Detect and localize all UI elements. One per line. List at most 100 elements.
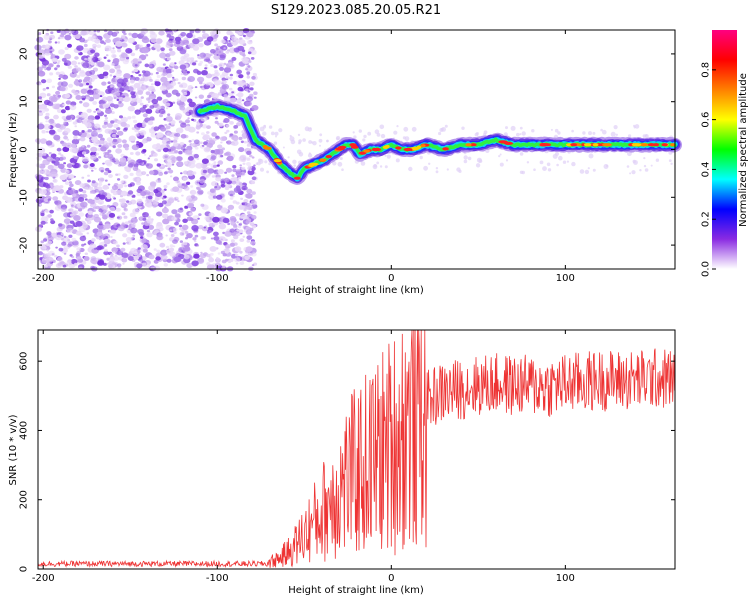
noise-speckle xyxy=(129,182,135,187)
noise-speckle xyxy=(202,30,206,34)
noise-speckle xyxy=(217,144,223,149)
noise-speckle xyxy=(161,140,168,145)
noise-speckle xyxy=(48,152,52,155)
ridge-halo-speckle xyxy=(531,129,535,133)
noise-speckle xyxy=(160,189,165,193)
noise-speckle xyxy=(65,236,69,239)
noise-speckle xyxy=(63,235,67,239)
noise-speckle xyxy=(45,140,53,146)
noise-speckle xyxy=(121,52,128,59)
noise-speckle xyxy=(151,91,154,94)
noise-speckle xyxy=(142,48,149,54)
noise-speckle xyxy=(147,120,154,126)
noise-speckle xyxy=(208,212,215,218)
noise-speckle xyxy=(184,53,190,58)
noise-speckle xyxy=(81,130,85,133)
noise-speckle xyxy=(239,238,245,243)
noise-speckle xyxy=(197,76,205,83)
noise-speckle xyxy=(224,131,228,135)
noise-speckle xyxy=(41,245,47,250)
noise-speckle xyxy=(189,29,195,34)
noise-speckle xyxy=(153,248,157,251)
noise-speckle xyxy=(161,200,167,205)
noise-speckle xyxy=(242,58,250,64)
noise-speckle xyxy=(81,97,86,101)
noise-speckle xyxy=(206,230,211,234)
noise-speckle xyxy=(193,153,199,159)
noise-speckle xyxy=(63,252,67,255)
noise-speckle xyxy=(142,217,147,221)
noise-speckle xyxy=(38,223,43,228)
noise-speckle xyxy=(127,89,131,92)
noise-speckle xyxy=(190,195,196,199)
noise-speckle xyxy=(195,125,201,130)
noise-speckle xyxy=(76,256,81,260)
noise-speckle xyxy=(182,69,186,72)
noise-speckle xyxy=(188,162,196,169)
ridge-hotspot xyxy=(363,149,371,153)
spectrogram-y-tick-label: 20 xyxy=(19,48,30,61)
noise-speckle xyxy=(220,198,226,203)
noise-speckle xyxy=(178,84,184,88)
ridge-halo-speckle xyxy=(423,165,428,171)
noise-speckle xyxy=(61,156,66,160)
noise-speckle xyxy=(109,68,116,74)
noise-speckle xyxy=(66,260,72,265)
noise-speckle xyxy=(46,249,49,252)
noise-speckle xyxy=(131,32,139,39)
noise-speckle xyxy=(249,154,253,158)
noise-speckle xyxy=(131,94,136,99)
noise-speckle xyxy=(63,212,70,218)
noise-speckle xyxy=(104,114,107,118)
ridge-halo-speckle xyxy=(337,161,343,167)
noise-speckle xyxy=(106,123,113,128)
noise-speckle xyxy=(193,240,197,243)
noise-speckle xyxy=(44,108,50,112)
noise-speckle xyxy=(201,226,209,232)
noise-speckle xyxy=(94,167,97,170)
noise-speckle xyxy=(54,200,59,204)
noise-speckle xyxy=(87,174,90,177)
noise-speckle xyxy=(49,50,53,54)
ridge-halo-speckle xyxy=(547,168,552,172)
noise-speckle xyxy=(106,137,113,142)
noise-speckle xyxy=(172,186,180,192)
noise-speckle xyxy=(251,156,255,159)
noise-speckle xyxy=(137,90,144,95)
noise-speckle xyxy=(84,186,89,190)
noise-speckle xyxy=(89,139,93,143)
noise-speckle xyxy=(122,143,130,149)
noise-speckle xyxy=(97,182,103,187)
noise-speckle xyxy=(141,150,146,154)
noise-speckle xyxy=(212,216,220,223)
noise-speckle xyxy=(49,72,54,76)
noise-speckle xyxy=(97,260,105,266)
noise-speckle xyxy=(90,146,98,153)
noise-speckle xyxy=(142,248,148,253)
snr-y-tick-label: 400 xyxy=(19,421,30,440)
noise-speckle xyxy=(237,92,244,98)
noise-speckle xyxy=(240,197,244,200)
noise-speckle xyxy=(163,188,167,191)
noise-speckle xyxy=(80,88,88,94)
noise-speckle xyxy=(187,85,193,90)
noise-speckle xyxy=(111,78,118,84)
noise-speckle xyxy=(163,171,168,175)
noise-speckle xyxy=(103,121,108,125)
ridge-hotspot xyxy=(541,143,552,147)
noise-speckle xyxy=(117,178,121,181)
noise-speckle xyxy=(220,250,225,255)
noise-speckle xyxy=(217,49,224,55)
snr-series-line xyxy=(37,329,675,569)
ridge-halo-speckle xyxy=(463,155,468,160)
noise-speckle xyxy=(122,262,125,265)
noise-speckle xyxy=(142,104,147,109)
spectrogram-y-tick-label: -10 xyxy=(19,189,30,205)
noise-speckle xyxy=(42,260,47,264)
noise-speckle xyxy=(112,138,118,143)
noise-speckle xyxy=(135,151,141,156)
noise-speckle xyxy=(102,124,107,129)
noise-speckle xyxy=(146,232,153,238)
noise-speckle xyxy=(180,122,187,128)
noise-speckle xyxy=(192,62,197,66)
